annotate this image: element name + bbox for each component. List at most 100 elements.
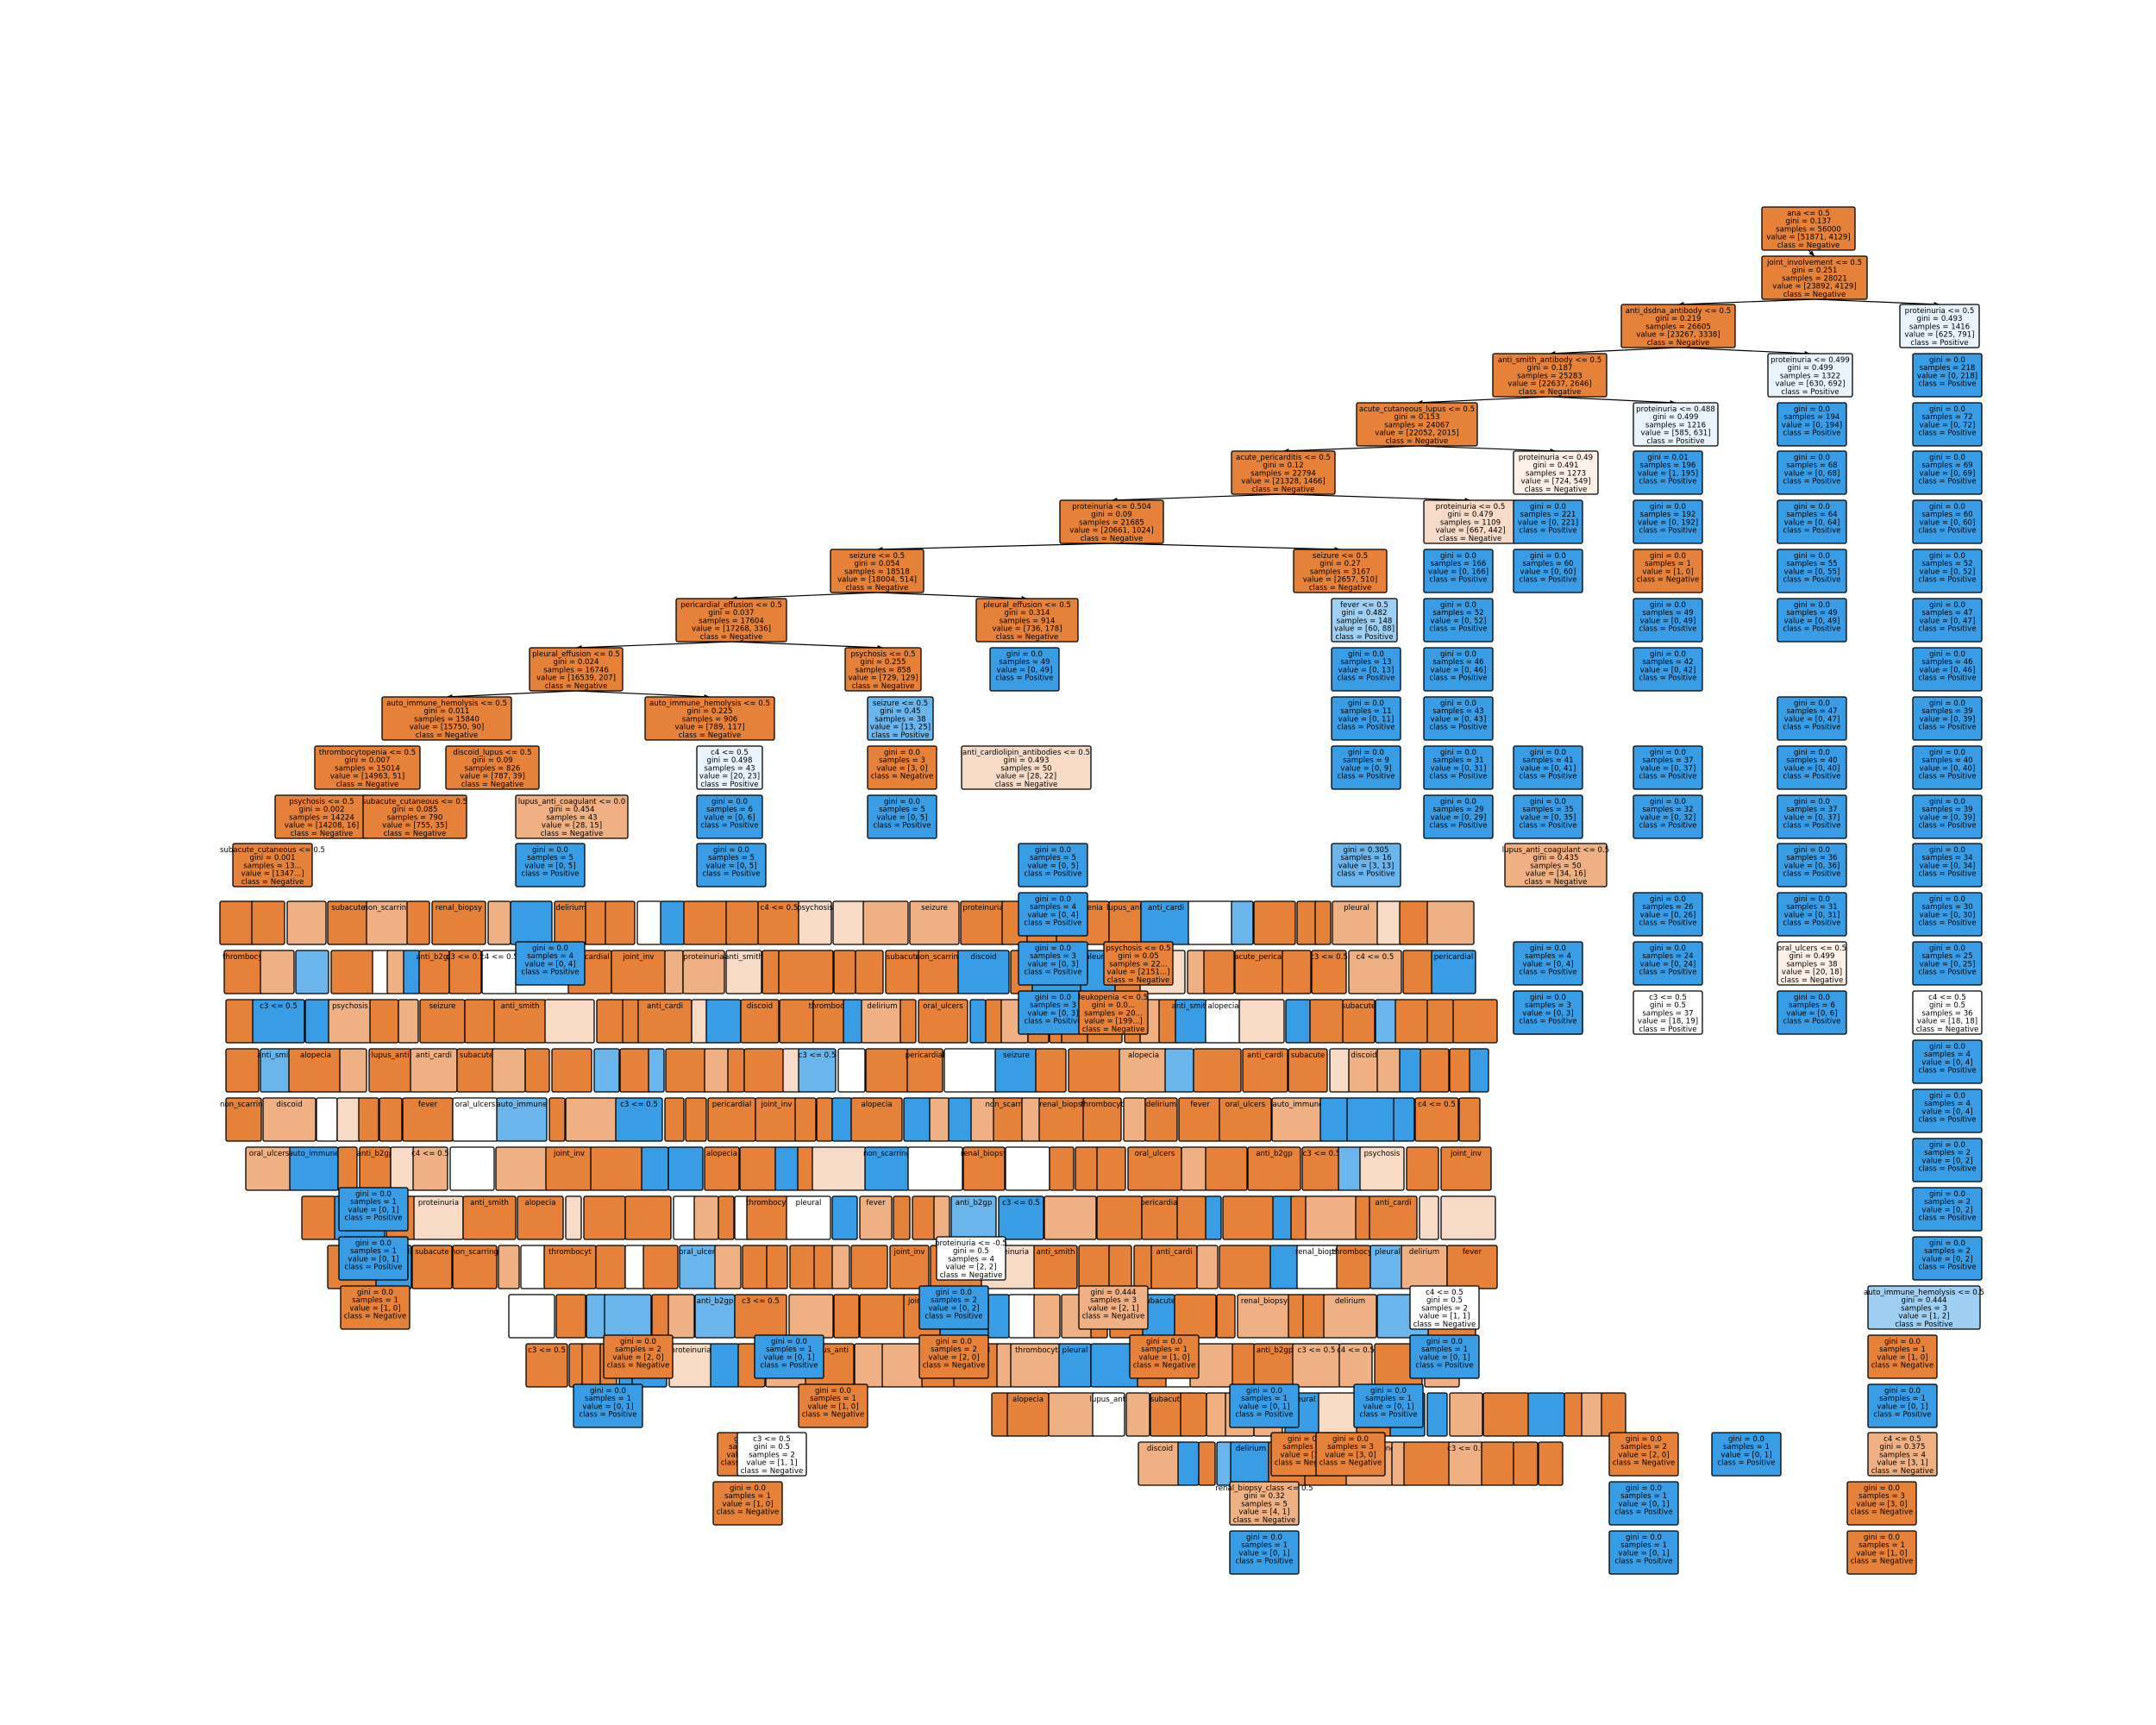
tree-node-line: class = Negative <box>344 1313 407 1321</box>
tree-node-collapsed: delirium <box>1144 1097 1178 1142</box>
tree-node-line: gini = 0.0 <box>1626 1435 1662 1444</box>
tree-node-line: class = Negative <box>1777 242 1840 250</box>
tree-node-line: class = Positive <box>1918 430 1976 438</box>
tree-node-line: samples = 31 <box>1786 903 1837 912</box>
tree-node-line: samples = 5 <box>1241 1500 1288 1509</box>
tree-node-line: class = Negative <box>940 1271 1003 1280</box>
tree-node-line: gini = 0.0 <box>1929 552 1965 561</box>
tree-node-collapsed <box>406 900 430 945</box>
tree-node-collapsed: oral_ulcers <box>918 999 968 1044</box>
tree-node-collapsed: subacute <box>1150 1392 1185 1437</box>
tree-node-collapsed: delirium <box>554 900 588 945</box>
tree-node-box <box>1078 1285 1149 1330</box>
tree-node-label: non_scarring <box>363 904 411 913</box>
tree-node-line: value = [1, 0] <box>722 1500 773 1509</box>
tree-node-label: c4 <= 0.5 <box>1337 1346 1375 1355</box>
tree-node-line: value = [0, 2] <box>928 1304 979 1313</box>
tree-node-collapsed: anti_cardi <box>1140 900 1192 945</box>
tree-node-line: leukopenia <= 0.5 <box>1079 994 1148 1002</box>
tree-node-line: gini = 0.0 <box>355 1190 392 1199</box>
tree-node-line: class = Positive <box>1918 1165 1976 1174</box>
tree-node-line: samples = 34 <box>1921 854 1972 862</box>
tree-node-line: class = Positive <box>1429 576 1487 585</box>
tree-node-box <box>1423 745 1494 790</box>
tree-node-collapsed <box>1403 1441 1452 1486</box>
tree-node-collapsed <box>583 1195 626 1240</box>
tree-node-collapsed <box>854 1343 885 1388</box>
tree-node-line: samples = 50 <box>1530 862 1581 870</box>
tree-node-collapsed <box>1205 1146 1248 1191</box>
tree-node-line: value = [0, 43] <box>1431 715 1487 724</box>
tree-node-line: class = Negative <box>607 1362 670 1371</box>
tree-node-line: value = [22052, 2015] <box>1375 430 1459 438</box>
tree-node-collapsed: c3 <= 0.5 <box>1301 1146 1342 1191</box>
tree-node-line: class = Positive <box>1918 1214 1976 1223</box>
tree-node-line: gini = 0.0 <box>357 1289 393 1297</box>
tree-node-label: pleural <box>1344 904 1369 913</box>
tree-node-line: gini = 0.454 <box>549 806 595 814</box>
tree-node-collapsed <box>933 1195 950 1240</box>
tree-node-line: gini = 0.375 <box>1880 1443 1926 1452</box>
tree-node-line: samples = 2 <box>1924 1149 1971 1157</box>
tree-node-line: class = Positive <box>1519 1018 1576 1026</box>
tree-node-line: value = [0, 47] <box>1920 617 1976 625</box>
tree-node-label: anti_smith <box>724 953 763 962</box>
tree-node-line: gini = 0.0 <box>1530 749 1566 757</box>
tree-node-collapsed <box>386 950 406 994</box>
tree-node-box <box>1777 549 1847 593</box>
tree-node-line: gini = 0.0 <box>1929 650 1965 659</box>
tree-node-line: class = Positive <box>1918 1264 1976 1272</box>
tree-edge-n11-n16 <box>1111 493 1284 501</box>
tree-node-line: class = Positive <box>1415 1362 1473 1371</box>
tree-node-collapsed: fever <box>1446 1245 1498 1289</box>
tree-node-line: class = Negative <box>1871 1467 1934 1476</box>
tree-node-line: gini = 0.0 <box>1864 1484 1900 1493</box>
tree-node-line: c3 <= 0.5 <box>1649 994 1687 1002</box>
tree-node-label: c4 <= 0.5 <box>411 1150 449 1158</box>
tree-node-line: value = [0, 6] <box>704 813 755 822</box>
tree-node-box <box>1777 450 1847 495</box>
tree-node-collapsed: anti_cardi <box>637 999 693 1044</box>
tree-node-line: samples = 37 <box>1642 1009 1693 1018</box>
tree-node-line: class = Positive <box>1639 1026 1696 1034</box>
tree-node-line: anti_cardiolipin_antibodies <= 0.5 <box>962 749 1090 757</box>
tree-node-collapsed: lupus_anti <box>1090 1392 1127 1437</box>
tree-node-box <box>1356 402 1478 447</box>
tree-node-collapsed: proteinuria <box>682 950 725 994</box>
tree-node-line: value = [0, 4] <box>524 960 575 969</box>
tree-node-line: class = Positive <box>1918 380 1976 389</box>
tree-node-collapsed <box>893 1195 911 1240</box>
tree-node-line: gini = 0.0 <box>1929 749 1965 757</box>
tree-node-collapsed <box>1176 1195 1207 1240</box>
tree-node-collapsed <box>590 1146 644 1191</box>
tree-node-line: samples = 1 <box>766 1346 812 1354</box>
tree-node-line: value = [0, 5] <box>876 813 927 822</box>
tree-node-label: lupus_anti <box>1106 904 1144 913</box>
tree-node-label: non_scarring <box>915 953 962 962</box>
tree-node-line: value = [1347...] <box>241 870 304 879</box>
tree-node-box <box>1912 843 1983 888</box>
tree-node-label: anti_cardi <box>1247 1051 1283 1060</box>
tree-node-collapsed <box>985 999 1004 1044</box>
tree-node-line: class = Positive <box>1918 576 1976 585</box>
tree-node-box <box>844 647 922 692</box>
tree-node-collapsed: fever <box>1178 1097 1222 1142</box>
tree-node-box <box>1633 499 1703 544</box>
tree-node-line: value = [0, 194] <box>1782 421 1842 430</box>
tree-node-line: gini = 0.0 <box>1426 1338 1463 1346</box>
tree-node-label: pleural <box>1290 1396 1316 1404</box>
tree-node-line: value = [17268, 336] <box>692 625 771 634</box>
tree-node-line: class = Negative <box>996 633 1059 642</box>
tree-node-line: samples = 1 <box>1421 1346 1468 1354</box>
